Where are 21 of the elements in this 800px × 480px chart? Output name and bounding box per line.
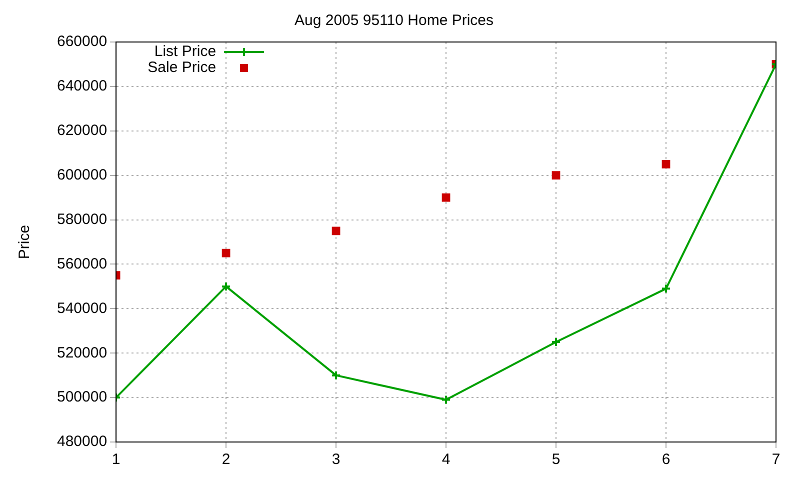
x-tick-label: 2 <box>222 451 230 468</box>
y-tick-label: 600000 <box>56 166 108 184</box>
y-tick-label: 540000 <box>56 300 108 317</box>
y-tick-label: 560000 <box>56 255 108 272</box>
y-tick-label: 660000 <box>56 33 108 50</box>
y-tick-label: 500000 <box>56 388 108 406</box>
y-tick-label: 480000 <box>56 433 108 450</box>
x-tick-label: 1 <box>112 451 120 468</box>
y-tick-label: 640000 <box>56 78 108 95</box>
y-axis-title: Price <box>16 224 34 260</box>
chart-title: Aug 2005 95110 Home Prices <box>294 12 494 30</box>
x-tick-label: 4 <box>442 451 450 468</box>
y-tick-label: 580000 <box>56 210 108 228</box>
legend-label: Sale Price <box>148 59 216 76</box>
x-tick-label: 6 <box>662 451 670 468</box>
x-tick-label: 3 <box>332 451 340 468</box>
y-tick-label: 620000 <box>56 122 108 140</box>
legend-label: List Price <box>154 43 216 60</box>
x-tick-label: 7 <box>772 451 780 468</box>
x-tick-label: 5 <box>552 451 560 468</box>
y-tick-label: 520000 <box>56 344 108 362</box>
